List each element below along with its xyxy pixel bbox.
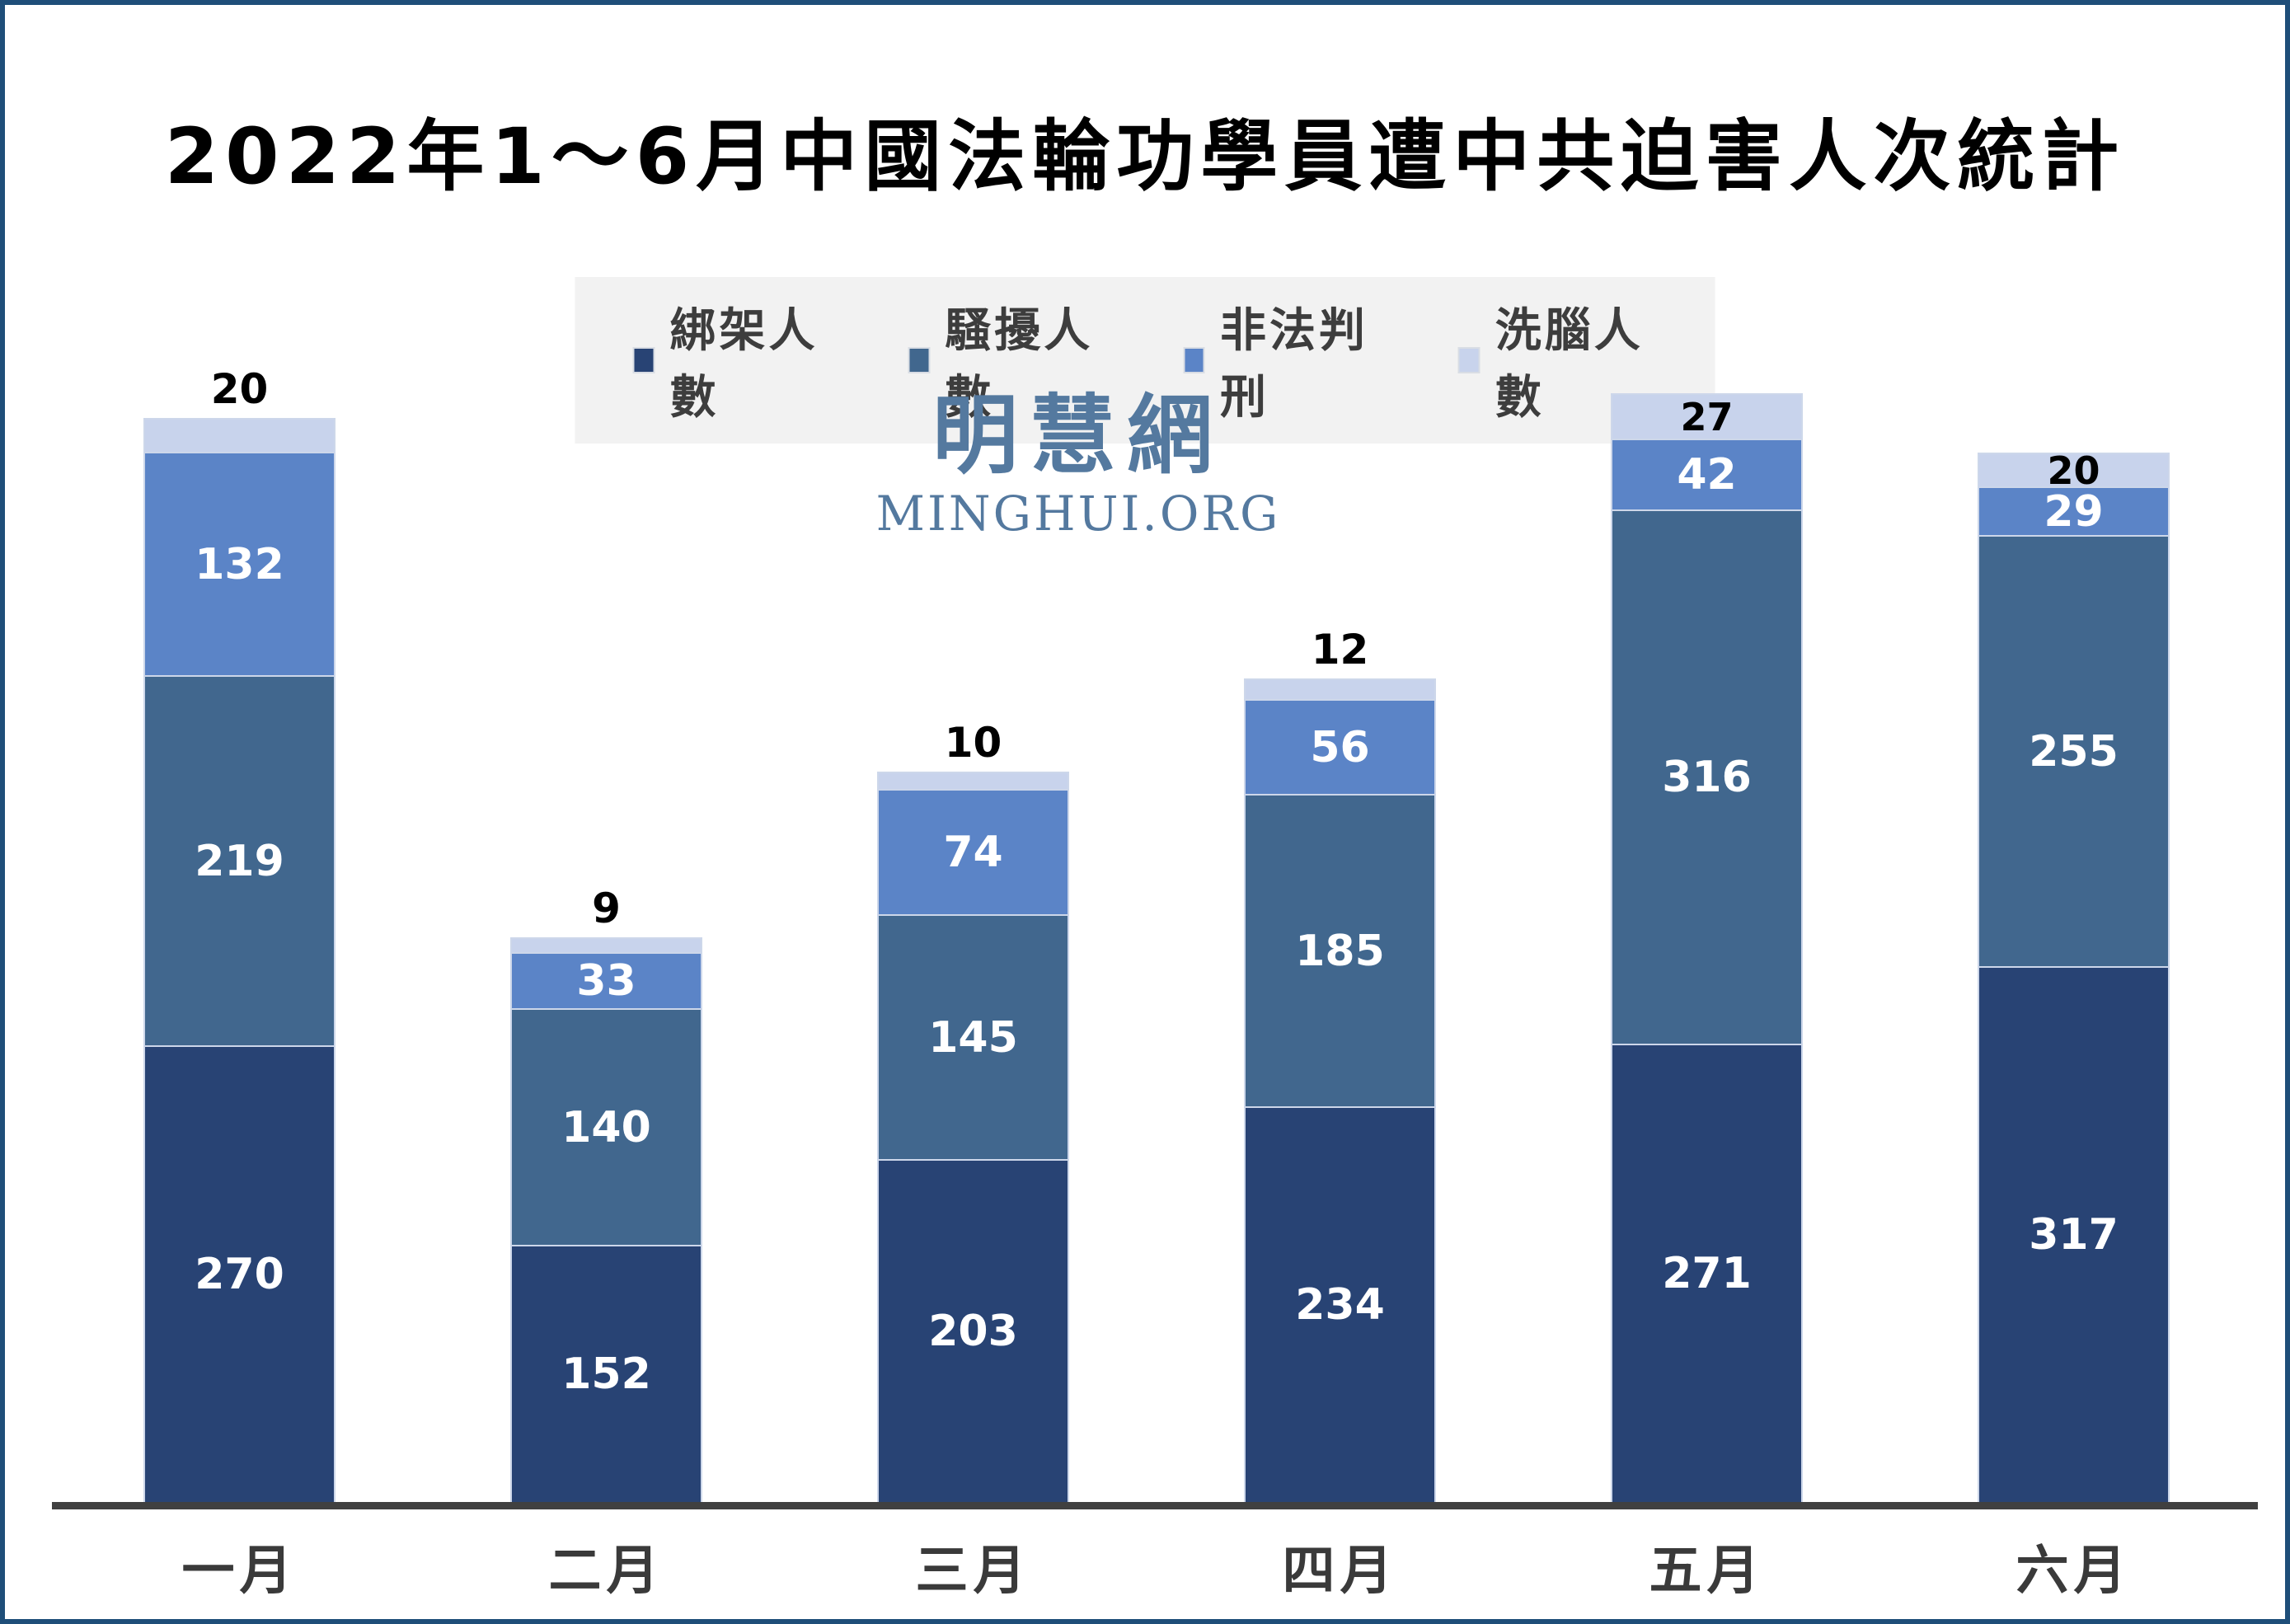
stacked-bar-五月: 27 42 316 271 [1611, 393, 1803, 1502]
stacked-bar-二月: 33 140 152 9 [510, 885, 702, 1502]
x-axis-line [52, 1502, 2258, 1509]
x-axis-label-五月: 五月 [1649, 1541, 1765, 1602]
segment-非法判刑: 132 [143, 452, 336, 675]
value-label: 316 [1662, 753, 1752, 802]
legend-item-2: 非法判刑 [1183, 293, 1382, 427]
minghui-watermark-latin: MINGHUI.ORG [875, 486, 1281, 542]
legend-label: 綁架人數 [669, 304, 819, 425]
legend-label: 洗腦人數 [1495, 304, 1644, 425]
value-label: 234 [1295, 1280, 1385, 1330]
legend-swatch-icon [1183, 347, 1205, 373]
segment-綁架人數: 270 [143, 1045, 336, 1502]
legend-swatch-icon [1457, 347, 1481, 373]
value-label: 203 [928, 1307, 1018, 1356]
x-axis-label-二月: 二月 [548, 1541, 664, 1602]
segment-綁架人數: 234 [1244, 1106, 1436, 1502]
segment-騷擾人數: 316 [1611, 509, 1803, 1044]
segment-綁架人數: 203 [877, 1159, 1069, 1502]
legend-swatch-icon [908, 347, 931, 373]
top-value-label: 10 [944, 719, 1002, 767]
value-label: 145 [928, 1012, 1018, 1063]
legend-item-0: 綁架人數 [632, 293, 833, 427]
chart-title: 2022年1～6月中國法輪功學員遭中共迫害人次統計 [164, 112, 2126, 202]
value-label: 219 [195, 836, 284, 886]
value-label: 20 [2047, 448, 2100, 493]
value-label: 255 [2029, 726, 2119, 777]
value-label: 317 [2029, 1210, 2119, 1260]
value-label: 42 [1677, 450, 1737, 500]
value-label: 33 [576, 956, 636, 1006]
stacked-bar-一月: 132 219 270 20 [143, 365, 336, 1502]
value-label: 271 [1662, 1249, 1752, 1298]
minghui-watermark: 明慧網 MINGHUI.ORG [875, 385, 1281, 542]
legend-item-3: 洗腦人數 [1457, 293, 1658, 427]
stacked-bar-三月: 74 145 203 10 [877, 719, 1069, 1502]
value-label: 152 [561, 1349, 651, 1399]
top-value-label: 12 [1311, 626, 1369, 674]
segment-騷擾人數: 145 [877, 914, 1069, 1159]
segment-洗腦人數 [510, 937, 702, 952]
segment-非法判刑: 56 [1244, 699, 1436, 794]
value-label: 74 [943, 828, 1003, 877]
segment-綁架人數: 317 [1978, 966, 2170, 1502]
segment-非法判刑: 42 [1611, 439, 1803, 509]
segment-綁架人數: 152 [510, 1245, 702, 1502]
x-axis-label-六月: 六月 [2015, 1541, 2132, 1602]
segment-騷擾人數: 140 [510, 1008, 702, 1245]
segment-非法判刑: 74 [877, 789, 1069, 914]
legend-swatch-icon [632, 347, 655, 373]
segment-洗腦人數 [877, 772, 1069, 789]
segment-洗腦人數: 27 [1611, 393, 1803, 439]
segment-騷擾人數: 219 [143, 675, 336, 1045]
x-axis-label-四月: 四月 [1282, 1541, 1398, 1602]
segment-綁架人數: 271 [1611, 1044, 1803, 1502]
top-value-label: 9 [592, 885, 621, 932]
x-axis-label-三月: 三月 [915, 1541, 1031, 1602]
value-label: 27 [1680, 394, 1734, 439]
segment-洗腦人數: 20 [1978, 448, 2170, 493]
segment-非法判刑: 33 [510, 952, 702, 1008]
value-label: 185 [1295, 926, 1385, 976]
value-label: 29 [2044, 486, 2104, 537]
value-label: 56 [1310, 722, 1370, 772]
segment-騷擾人數: 255 [1978, 535, 2170, 966]
segment-騷擾人數: 185 [1244, 794, 1436, 1106]
segment-洗腦人數 [1244, 678, 1436, 699]
value-label: 132 [195, 539, 284, 589]
legend-label: 騷擾人數 [945, 304, 1094, 425]
x-axis-label-一月: 一月 [181, 1541, 298, 1602]
chart-legend: 綁架人數 騷擾人數 非法判刑 洗腦人數 [575, 277, 1715, 444]
stacked-bar-四月: 56 185 234 12 [1244, 626, 1436, 1502]
legend-label: 非法判刑 [1219, 304, 1368, 425]
value-label: 270 [195, 1250, 284, 1299]
segment-洗腦人數 [143, 418, 336, 452]
top-value-label: 20 [210, 365, 269, 413]
legend-item-1: 騷擾人數 [908, 293, 1107, 427]
value-label: 140 [561, 1102, 651, 1152]
stacked-bar-六月: 20 29 255 317 [1978, 448, 2170, 1502]
segment-非法判刑: 29 [1978, 486, 2170, 537]
minghui-watermark-cjk: 明慧網 [931, 385, 1224, 486]
